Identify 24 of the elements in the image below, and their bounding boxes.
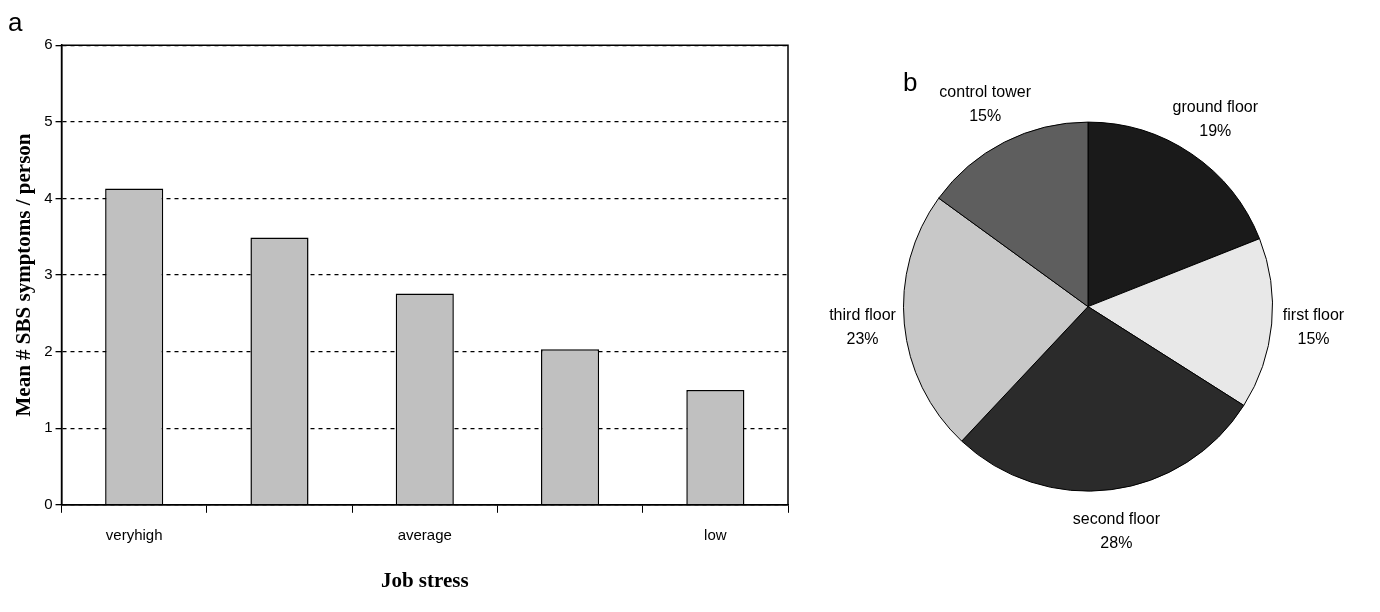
slice-label: control tower xyxy=(939,83,1032,101)
x-tick-label: veryhigh xyxy=(105,525,163,543)
slice-label: second floor xyxy=(1072,509,1161,527)
data-label: 19% xyxy=(1199,121,1232,139)
slice-label: third floor xyxy=(829,306,897,324)
y-tick-label: 4 xyxy=(44,188,53,206)
data-label: 15% xyxy=(1297,330,1330,348)
y-tick-label: 5 xyxy=(44,111,53,129)
chart-title: b xyxy=(903,66,918,97)
data-label: 15% xyxy=(969,107,1002,125)
data-label: 28% xyxy=(1100,533,1133,551)
x-tick-label: low xyxy=(704,525,727,543)
y-axis-title: Mean # SBS symptoms / person xyxy=(11,133,36,417)
y-tick-label: 3 xyxy=(44,265,53,283)
y-tick-label: 0 xyxy=(44,494,53,512)
chart-title: a xyxy=(8,6,23,37)
y-tick-label: 6 xyxy=(44,35,53,53)
x-axis-title: Job stress xyxy=(380,567,469,592)
slice-label: first floor xyxy=(1282,306,1345,324)
y-tick-label: 1 xyxy=(44,418,53,436)
slice-label: ground floor xyxy=(1172,97,1259,115)
x-tick-label: average xyxy=(397,525,452,543)
data-label: 23% xyxy=(846,330,879,348)
y-tick-label: 2 xyxy=(44,341,53,359)
